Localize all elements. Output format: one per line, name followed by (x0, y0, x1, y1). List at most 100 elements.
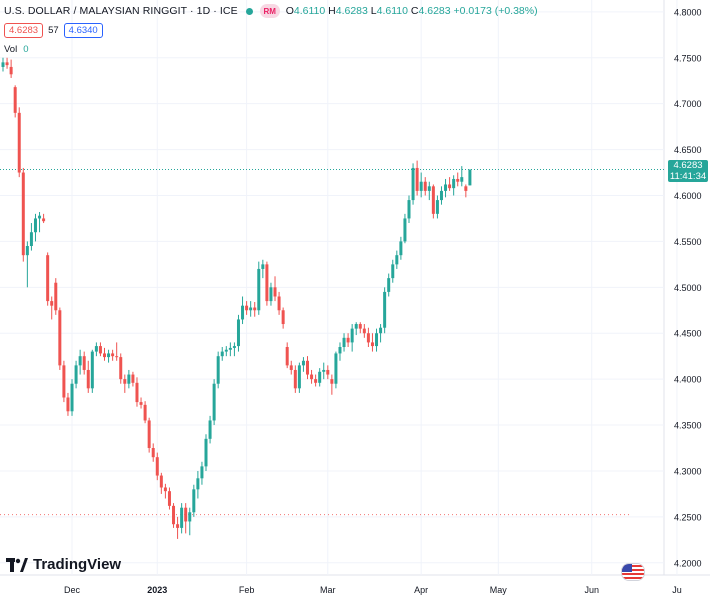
candle-up (236, 314, 240, 352)
candle-body (358, 324, 362, 329)
change-value: +0.0173 (+0.38%) (453, 5, 538, 17)
candle-up (407, 195, 411, 224)
candle-up (216, 351, 220, 389)
candle-body (273, 287, 277, 297)
candle-down (46, 252, 50, 306)
candle-body (289, 365, 293, 370)
candle-up (232, 342, 236, 357)
candle-up (318, 368, 322, 387)
candle-down (98, 342, 102, 357)
candle-up (297, 362, 301, 393)
candle-body (17, 112, 21, 173)
candle-up (322, 362, 326, 380)
low-label: L (370, 5, 377, 17)
candle-body (383, 291, 387, 328)
last-price-tag: 4.6283 11:41:34 (668, 160, 708, 182)
candle-body (249, 307, 253, 311)
candle-up (342, 333, 346, 352)
candle-down (135, 377, 139, 407)
price-tick-label: 4.7000 (674, 99, 702, 109)
candle-body (399, 241, 403, 256)
candle-down (167, 487, 171, 510)
candle-body (155, 457, 159, 476)
volume-legend[interactable]: Vol 0 (4, 44, 29, 55)
candle-body (184, 507, 188, 522)
price-tick-label: 4.2500 (674, 512, 702, 522)
high-label: H (328, 5, 336, 17)
candle-body (212, 383, 216, 421)
candle-body (346, 337, 350, 343)
candle-down (13, 85, 17, 118)
candle-down (86, 360, 90, 393)
candle-up (204, 434, 208, 471)
symbol-title[interactable]: U.S. DOLLAR / MALAYSIAN RINGGIT · 1D · I… (4, 5, 238, 17)
close-label: C (410, 5, 419, 17)
candle-down (346, 333, 350, 348)
candle-down (358, 322, 362, 334)
candle-up (38, 212, 42, 233)
candle-body (98, 346, 102, 354)
candle-down (273, 276, 277, 302)
price-tick-label: 4.5000 (674, 283, 702, 293)
candle-down (163, 483, 167, 499)
candle-body (220, 351, 224, 357)
candle-body (338, 347, 342, 354)
buy-price-button[interactable]: 4.6340 (63, 23, 103, 38)
ohlc-values: O4.6110 H4.6283 L4.6110 C4.6283 +0.0173 … (286, 5, 538, 17)
candle-down (362, 324, 366, 338)
price-tick-label: 4.4500 (674, 329, 702, 339)
candle-body (269, 287, 273, 302)
candle-body (200, 466, 204, 479)
price-axis[interactable]: 4.8000 4.7500 4.7000 4.6500 4.6000 4.5500 4.50… (674, 7, 702, 568)
quote-row: 4.6283 57 4.6340 (4, 23, 103, 38)
candle-body (82, 356, 86, 370)
candle-up (33, 213, 37, 242)
candle-body (448, 184, 452, 189)
candle-body (224, 349, 228, 352)
tradingview-logo-icon (6, 557, 28, 572)
candle-body (322, 369, 326, 372)
tradingview-logo[interactable]: TradingView (6, 556, 121, 573)
candle-down (456, 172, 460, 187)
candle-body (452, 178, 456, 189)
price-tick-label: 4.6000 (674, 191, 702, 201)
candle-body (301, 360, 305, 366)
candle-body (159, 475, 163, 488)
candle-body (172, 505, 176, 525)
time-axis[interactable]: Dec 2023 Feb Mar Apr May Jun Ju (64, 585, 682, 595)
volume-label: Vol (4, 44, 18, 55)
candle-body (70, 383, 74, 412)
candle-up (395, 250, 399, 269)
candle-down (245, 301, 249, 315)
candle-body (135, 382, 139, 403)
candle-up (196, 470, 200, 499)
candle-down (54, 278, 58, 315)
candle-body (411, 167, 415, 201)
candle-body (151, 448, 155, 458)
candle-body (147, 420, 151, 449)
candle-body (232, 346, 236, 348)
candle-up (1, 57, 5, 72)
candle-down (82, 351, 86, 375)
candle-down (58, 307, 62, 370)
candles (1, 57, 472, 539)
candle-body (354, 324, 358, 329)
candle-down (289, 360, 293, 375)
candle-body (139, 402, 143, 405)
price-tick-label: 4.2000 (674, 558, 702, 568)
candle-down (131, 371, 135, 387)
sell-price-button[interactable]: 4.6283 (4, 23, 44, 38)
candle-down (66, 392, 70, 416)
candle-down (151, 443, 155, 462)
candle-down (115, 342, 119, 361)
candle-body (167, 491, 171, 506)
candle-body (330, 379, 334, 384)
candle-down (50, 296, 54, 320)
candle-body (127, 374, 131, 384)
candle-body (261, 264, 265, 269)
candle-down (123, 374, 127, 393)
candle-down (281, 307, 285, 329)
candle-body (9, 66, 13, 75)
candle-body (387, 278, 391, 292)
